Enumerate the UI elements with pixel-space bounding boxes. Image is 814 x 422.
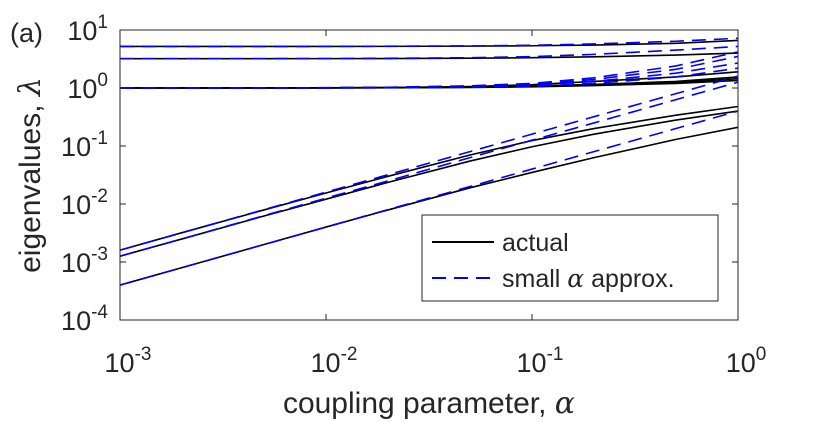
y-tick-label-1: 10-3 (61, 244, 108, 278)
legend: actual small α approx. (421, 214, 719, 302)
x-tick-label-1: 10-2 (311, 344, 358, 378)
y-axis-label: eigenvalues, λ (13, 77, 48, 273)
approx-series-line-9 (120, 75, 738, 251)
y-tick-label-3: 10-1 (61, 128, 108, 162)
actual-series-line-1 (120, 110, 738, 257)
approx-series-line-11 (120, 110, 738, 286)
x-tick-label-3: 100 (726, 344, 767, 378)
approx-series-line-14 (120, 51, 738, 89)
legend-label-small-alpha-approx: small α approx. (502, 264, 675, 293)
x-tick-label-0: 10-3 (105, 344, 152, 378)
tick-layer: 10-3 10-2 10-1 100 10-4 10-3 10-2 10-1 100 101 (61, 12, 766, 378)
x-tick-label-2: 10-1 (517, 344, 564, 378)
axes-box (119, 29, 739, 321)
approx-series-line-15 (120, 67, 738, 89)
approx-series-line-17 (120, 37, 738, 48)
approx-series-line-10 (120, 81, 738, 257)
legend-label-actual: actual (502, 229, 569, 257)
y-tick-label-2: 10-2 (61, 186, 108, 220)
y-tick-label-0: 10-4 (61, 302, 108, 336)
legend-box (421, 214, 719, 302)
y-tick-label-4: 100 (67, 70, 108, 104)
x-axis-label: coupling parameter, α (283, 386, 575, 421)
actual-series-line-0 (120, 105, 738, 251)
y-tick-label-5: 101 (67, 12, 108, 46)
approx-series-line-16 (120, 45, 738, 60)
panel-label: (a) (10, 18, 43, 48)
series-layer (120, 37, 738, 286)
